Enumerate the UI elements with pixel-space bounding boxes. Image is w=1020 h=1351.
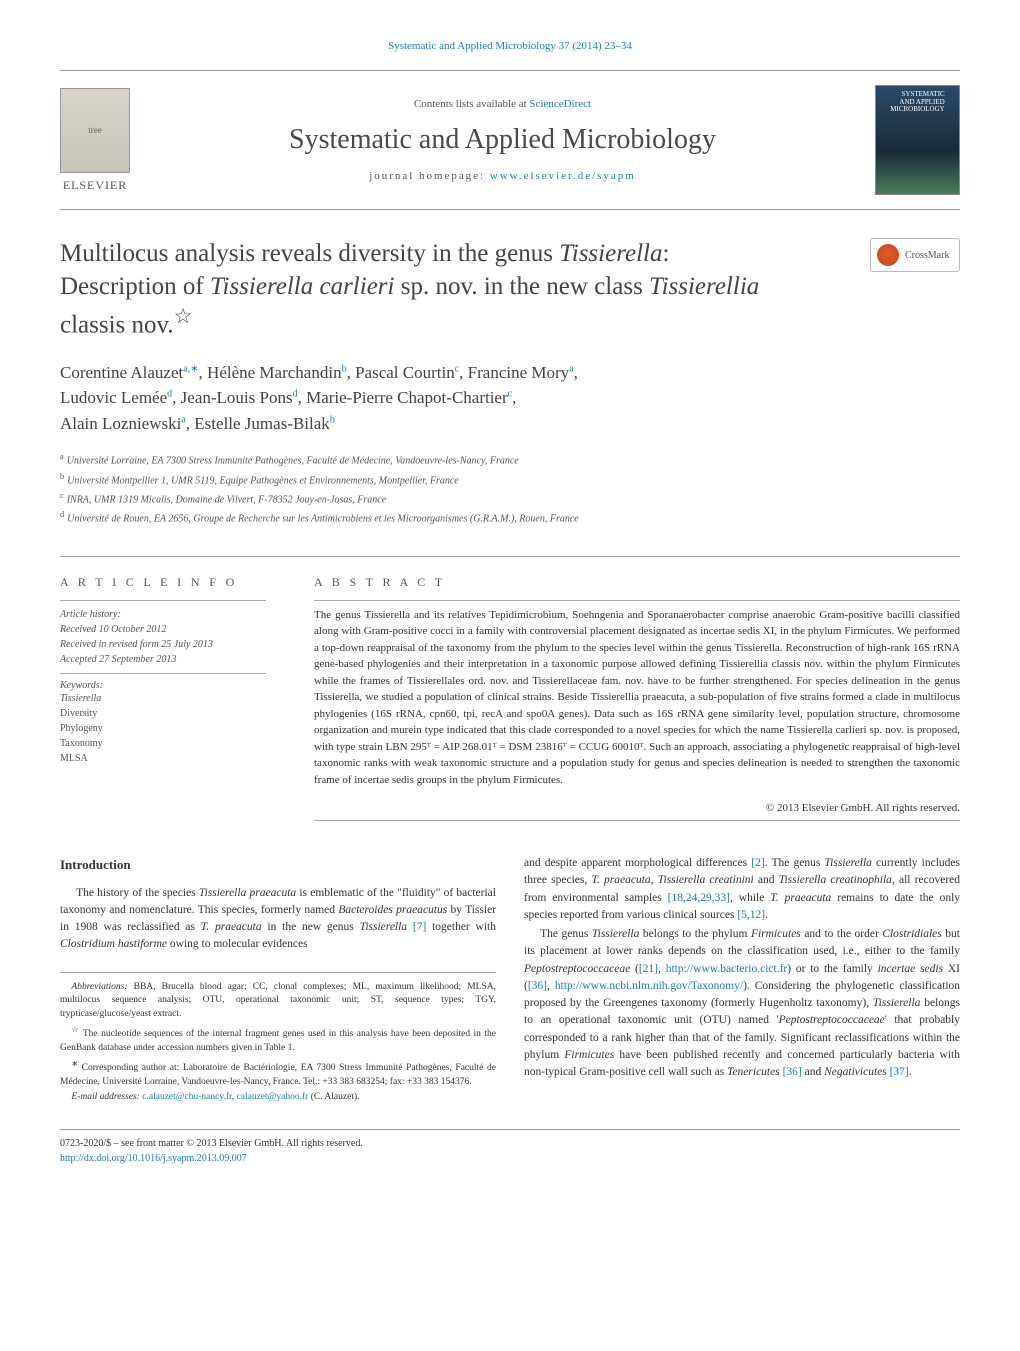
info-abstract-row: A R T I C L E I N F O Article history: R… xyxy=(60,556,960,828)
journal-name: Systematic and Applied Microbiology xyxy=(150,124,855,156)
history-accepted: Accepted 27 September 2013 xyxy=(60,652,266,667)
col2-p1: and despite apparent morphological diffe… xyxy=(524,855,960,924)
email-link[interactable]: c.alauzet@chu-nancy.fr xyxy=(142,1092,232,1102)
keyword: Diversity xyxy=(60,706,266,721)
abstract-col: A B S T R A C T The genus Tissierella an… xyxy=(290,575,960,828)
intro-p1: The history of the species Tissierella p… xyxy=(60,885,496,954)
footnotes: Abbreviations: BBA, Brucella blood agar;… xyxy=(60,972,496,1105)
history-revised: Received in revised form 25 July 2013 xyxy=(60,637,266,652)
contents-prefix: Contents lists available at xyxy=(414,98,529,110)
citation-link[interactable]: Systematic and Applied Microbiology 37 (… xyxy=(388,40,632,52)
intro-header: Introduction xyxy=(60,855,496,875)
author: Alain Lozniewski xyxy=(60,414,181,433)
ref-link[interactable]: [5,12] xyxy=(737,909,765,921)
history-label: Article history: xyxy=(60,607,266,622)
keyword: Taxonomy xyxy=(60,736,266,751)
author: Francine Mory xyxy=(468,363,570,382)
fn-corr: ∗ Corresponding author at: Laboratoire d… xyxy=(60,1058,496,1090)
affiliations: aUniversité Lorraine, EA 7300 Stress Imm… xyxy=(60,450,960,527)
article-history: Article history: Received 10 October 201… xyxy=(60,607,266,667)
affiliation-c: cINRA, UMR 1319 Micalis, Domaine de Vilv… xyxy=(60,489,960,508)
journal-homepage: journal homepage: www.elsevier.de/syapm xyxy=(150,170,855,182)
contents-available: Contents lists available at ScienceDirec… xyxy=(150,98,855,110)
url-link[interactable]: http://www.bacterio.cict.fr xyxy=(666,963,788,975)
affiliation-d: dUniversité de Rouen, EA 2656, Groupe de… xyxy=(60,508,960,527)
ref-link[interactable]: [37] xyxy=(887,1066,909,1078)
keywords-label: Keywords: xyxy=(60,680,266,691)
title-row: Multilocus analysis reveals diversity in… xyxy=(60,238,960,342)
author: Estelle Jumas-Bilak xyxy=(194,414,330,433)
divider xyxy=(314,820,960,821)
fn-abbrev: Abbreviations: BBA, Brucella blood agar;… xyxy=(60,981,496,1022)
crossmark-badge[interactable]: CrossMark xyxy=(870,238,960,272)
keywords-list: Tissierella Diversity Phylogeny Taxonomy… xyxy=(60,691,266,766)
col2-p2: The genus Tissierella belongs to the phy… xyxy=(524,926,960,1081)
ref-link[interactable]: [36] xyxy=(780,1066,802,1078)
crossmark-label: CrossMark xyxy=(905,250,949,261)
ref-link[interactable]: [18,24,29,33] xyxy=(668,892,730,904)
header-center: Contents lists available at ScienceDirec… xyxy=(130,98,875,182)
right-body-col: and despite apparent morphological diffe… xyxy=(524,855,960,1107)
ref-link[interactable]: [2] xyxy=(751,857,764,869)
citation-header: Systematic and Applied Microbiology 37 (… xyxy=(60,40,960,52)
ref-link[interactable]: [21] xyxy=(639,963,658,975)
author: Jean-Louis Pons xyxy=(181,388,293,407)
article-info-col: A R T I C L E I N F O Article history: R… xyxy=(60,575,290,828)
author: Corentine Alauzet xyxy=(60,363,183,382)
email-link[interactable]: calauzet@yahoo.fr xyxy=(237,1092,309,1102)
author: Marie-Pierre Chapot-Chartier xyxy=(306,388,508,407)
homepage-prefix: journal homepage: xyxy=(369,170,490,182)
ref-link[interactable]: [7] xyxy=(407,921,426,933)
author: Ludovic Lemée xyxy=(60,388,167,407)
elsevier-tree-icon: tree xyxy=(60,88,130,173)
journal-cover-thumb: SYSTEMATIC AND APPLIED MICROBIOLOGY xyxy=(875,85,960,195)
affiliation-b: bUniversité Montpellier 1, UMR 5119, Equ… xyxy=(60,470,960,489)
keyword: Tissierella xyxy=(60,693,101,704)
divider xyxy=(60,673,266,674)
divider xyxy=(60,600,266,601)
author: Hélène Marchandin xyxy=(207,363,342,382)
fn-email: E-mail addresses: c.alauzet@chu-nancy.fr… xyxy=(60,1091,496,1105)
bottom-line: 0723-2020/$ – see front matter © 2013 El… xyxy=(60,1129,960,1166)
abstract-copyright: © 2013 Elsevier GmbH. All rights reserve… xyxy=(314,802,960,814)
fn-star: ☆ The nucleotide sequences of the intern… xyxy=(60,1024,496,1056)
cover-text: SYSTEMATIC AND APPLIED MICROBIOLOGY xyxy=(890,91,944,114)
crossmark-icon xyxy=(877,244,899,266)
divider xyxy=(314,600,960,601)
authors-list: Corentine Alauzeta,∗, Hélène Marchandinb… xyxy=(60,360,960,437)
journal-header: tree ELSEVIER Contents lists available a… xyxy=(60,70,960,210)
abstract-header: A B S T R A C T xyxy=(314,575,960,590)
article-title: Multilocus analysis reveals diversity in… xyxy=(60,238,850,342)
doi-link[interactable]: http://dx.doi.org/10.1016/j.syapm.2013.0… xyxy=(60,1153,247,1164)
issn-line: 0723-2020/$ – see front matter © 2013 El… xyxy=(60,1136,960,1151)
ref-link[interactable]: [36] xyxy=(528,980,547,992)
history-received: Received 10 October 2012 xyxy=(60,622,266,637)
affiliation-a: aUniversité Lorraine, EA 7300 Stress Imm… xyxy=(60,450,960,469)
sciencedirect-link[interactable]: ScienceDirect xyxy=(529,98,591,110)
keyword: Phylogeny xyxy=(60,721,266,736)
homepage-url[interactable]: www.elsevier.de/syapm xyxy=(490,170,636,182)
publisher-logo: tree ELSEVIER xyxy=(60,88,130,193)
left-body-col: Introduction The history of the species … xyxy=(60,855,496,1107)
url-link[interactable]: http://www.ncbi.nlm.nih.gov/Taxonomy/ xyxy=(555,980,743,992)
author: Pascal Courtin xyxy=(355,363,455,382)
article-info-header: A R T I C L E I N F O xyxy=(60,575,266,590)
keyword: MLSA xyxy=(60,751,266,766)
body-columns: Introduction The history of the species … xyxy=(60,855,960,1107)
elsevier-label: ELSEVIER xyxy=(63,178,127,193)
title-star: ☆ xyxy=(174,304,193,328)
abstract-body: The genus Tissierella and its relatives … xyxy=(314,607,960,789)
